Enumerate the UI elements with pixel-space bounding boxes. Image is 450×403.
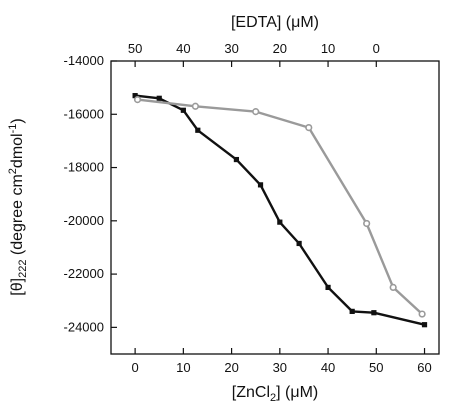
y-tick-label: -14000 <box>64 53 104 68</box>
x-tick-label: 50 <box>369 360 383 375</box>
y-tick-label: -18000 <box>64 160 104 175</box>
series-1-point <box>156 95 162 101</box>
series-1-point <box>195 127 201 133</box>
top-tick-label: 20 <box>273 41 287 56</box>
series-1-point <box>180 107 186 113</box>
series-2-point <box>418 310 426 318</box>
x-tick-label: 0 <box>132 360 139 375</box>
y-axis-title-main: [θ] <box>9 278 26 296</box>
series-1-point <box>296 240 302 247</box>
y-tick-label: -22000 <box>64 266 104 281</box>
series-2-point <box>305 123 313 132</box>
y-axis-title-close: ) <box>9 118 26 123</box>
x-axis-title: [ZnCl2] (μM) <box>232 384 318 403</box>
y-axis-title-unit-post: dmol <box>9 133 26 168</box>
y-axis-title-sup2: -1 <box>7 124 19 134</box>
x-axis-title-sub: 2 <box>270 392 276 403</box>
series-2-point <box>389 283 397 292</box>
x-tick-label: 20 <box>224 360 238 375</box>
series-1-point <box>421 322 428 328</box>
series-2-point <box>363 219 371 228</box>
x-axis-title-main: [ZnCl <box>232 384 270 401</box>
series-1-point <box>277 219 283 225</box>
series-2-point <box>191 102 200 110</box>
x-tick-label: 30 <box>273 360 287 375</box>
series-line-2 <box>137 98 423 315</box>
series-1-point <box>132 93 138 99</box>
series-line-1 <box>134 94 425 326</box>
x-tick-label: 10 <box>176 360 190 375</box>
series-1-point <box>371 310 377 316</box>
series-1-point <box>349 308 355 314</box>
x-axis-title-unit: ] (μM) <box>276 384 318 401</box>
series-1-point <box>257 182 264 188</box>
plot-frame <box>110 60 440 355</box>
x-axis-ticks: 0 10 20 30 40 50 60 <box>132 348 432 375</box>
top-axis-title: [EDTA] (μM) <box>231 14 319 31</box>
series-1-point <box>325 284 331 291</box>
series-1-point <box>233 156 240 163</box>
top-tick-label: 40 <box>176 41 190 56</box>
x-tick-label: 40 <box>321 360 335 375</box>
series-2-point <box>252 108 260 116</box>
y-axis-title: [θ]222 (degree cm2dmol-1) <box>7 118 29 295</box>
y-axis-title-sub: 222 <box>17 260 29 278</box>
y-tick-label: -16000 <box>64 106 104 121</box>
top-tick-label: 30 <box>224 41 238 56</box>
y-axis-title-sup: 2 <box>7 168 19 174</box>
top-tick-label: 50 <box>128 41 142 56</box>
series-layer <box>132 93 428 328</box>
top-tick-label: 0 <box>373 41 380 56</box>
top-tick-label: 10 <box>321 41 335 56</box>
y-tick-label: -24000 <box>64 319 104 334</box>
y-axis-ticks: -24000 -22000 -20000 -18000 -16000 -14000 <box>64 53 117 334</box>
y-tick-label: -20000 <box>64 213 104 228</box>
top-axis-ticks: 50 40 30 20 10 0 <box>128 41 380 67</box>
y-axis-title-unit-pre: (degree cm <box>9 174 26 259</box>
series-2-point <box>133 96 142 104</box>
x-tick-label: 60 <box>417 360 431 375</box>
